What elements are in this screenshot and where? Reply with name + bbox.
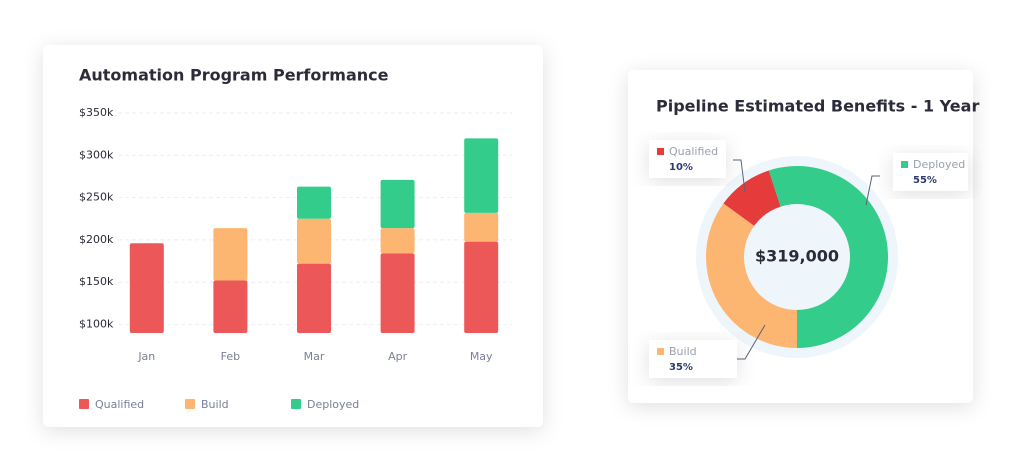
donut-hole [744, 204, 850, 310]
x-tick-label: Mar [304, 350, 325, 363]
y-tick-label: $150k [79, 275, 114, 288]
legend-label: Qualified [95, 398, 144, 411]
bar-segment [380, 179, 415, 229]
callout-box [893, 153, 968, 191]
donut-segment [768, 166, 888, 348]
callout-line [865, 175, 880, 206]
callout-box [649, 340, 737, 378]
donut-segment [706, 203, 797, 348]
legend-label: Build [201, 398, 229, 411]
y-tick-label: $300k [79, 148, 114, 161]
bar-segment [380, 253, 415, 333]
y-tick-label: $200k [79, 233, 114, 246]
bar-segment [464, 212, 499, 242]
y-tick-label: $100k [79, 318, 114, 331]
bar-segment [380, 228, 415, 254]
bar-segment [464, 138, 499, 213]
callout-label: Qualified [669, 145, 718, 158]
y-tick-label: $250k [79, 191, 114, 204]
callout-value: 55% [913, 175, 937, 186]
x-tick-label: Feb [221, 350, 240, 363]
x-tick-label: Jan [137, 350, 155, 363]
legend-swatch [657, 148, 664, 155]
callout-value: 35% [669, 362, 693, 373]
center-text: $319,000 [755, 247, 839, 266]
bar-segment [213, 280, 248, 333]
callout-line [737, 324, 766, 360]
legend-swatch [79, 399, 89, 409]
callout-box [649, 140, 726, 178]
chart-layer: $100k $150k $200k $250k $300k $350k Jan Feb Mar A… [79, 106, 968, 411]
bar-segment [213, 228, 248, 281]
card [43, 45, 543, 427]
callout-label: Deployed [913, 158, 965, 171]
bar-segment [464, 241, 499, 333]
callout-line [733, 159, 746, 193]
bar-segment [297, 263, 331, 333]
y-tick-label: $350k [79, 106, 114, 119]
legend-label: Deployed [307, 398, 359, 411]
bar-segment [297, 218, 331, 264]
chart-title: Automation Program Performance [79, 66, 389, 85]
x-tick-label: Apr [388, 350, 408, 363]
legend-swatch [291, 399, 301, 409]
legend-swatch [901, 161, 908, 168]
bar-segment [129, 243, 164, 333]
callout-value: 10% [669, 162, 693, 173]
legend-swatch [657, 348, 664, 355]
x-tick-label: May [470, 350, 493, 363]
callout-label: Build [669, 345, 697, 358]
donut-segment [723, 170, 781, 226]
chart-title: Pipeline Estimated Benefits - 1 Year [656, 97, 979, 116]
legend-swatch [185, 399, 195, 409]
bar-segment [297, 186, 331, 219]
